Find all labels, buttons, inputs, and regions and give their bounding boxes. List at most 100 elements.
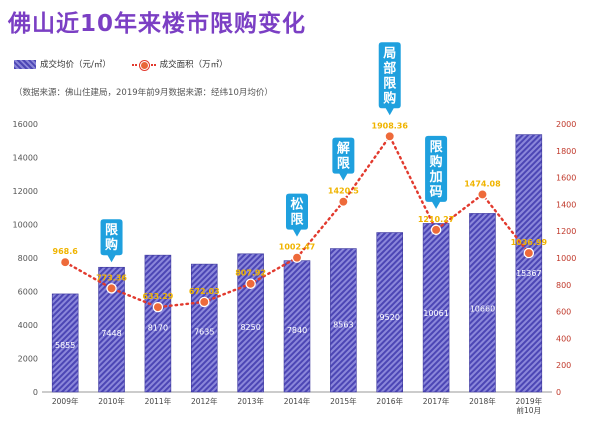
policy-callout-text: 解 <box>336 141 350 157</box>
policy-callout-text: 限 <box>430 140 444 155</box>
x-tick-label: 2019年 <box>516 396 543 406</box>
x-tick-label: 2014年 <box>284 396 311 406</box>
legend-bar-swatch <box>14 60 36 69</box>
bar-value-label: 8250 <box>240 323 260 332</box>
policy-callout-text: 购 <box>430 154 443 170</box>
area-point <box>477 189 488 200</box>
y-right-tick-label: 1800 <box>556 147 576 156</box>
policy-callout-text: 局 <box>383 46 396 61</box>
policy-callout <box>100 219 123 263</box>
y-right-tick-label: 200 <box>556 361 571 370</box>
bar-value-label: 7635 <box>194 327 214 336</box>
y-left-tick-label: 2000 <box>18 355 38 364</box>
area-value-label: 1908.36 <box>372 121 409 130</box>
policy-callout <box>378 42 401 116</box>
y-left-tick-label: 10000 <box>13 221 38 230</box>
policy-callout <box>425 135 448 209</box>
area-value-label: 968.6 <box>53 247 79 256</box>
x-tick-label: 2009年 <box>52 396 79 406</box>
bar-value-label: 10660 <box>470 305 495 314</box>
area-point <box>152 301 164 313</box>
bar-value-label: 9520 <box>380 313 400 322</box>
bar <box>283 260 311 393</box>
area-point <box>59 256 71 268</box>
y-left-tick-label: 8000 <box>18 254 38 263</box>
x-tick-label: 2017年 <box>423 396 450 406</box>
legend: 成交均价（元/㎡） 成交面积（万㎡） <box>14 58 246 70</box>
area-value-label: 672.03 <box>189 287 220 296</box>
legend-price-label: 成交均价（元/㎡） <box>40 60 111 70</box>
y-right-tick-label: 600 <box>556 308 571 317</box>
x-tick-label: 2011年 <box>145 396 172 406</box>
area-point <box>523 247 535 259</box>
bar-value-label: 7448 <box>101 329 121 338</box>
bar <box>51 293 79 393</box>
x-tick-label: 2013年 <box>237 396 264 406</box>
policy-callout-text: 码 <box>430 185 443 200</box>
chart-title: 佛山近10年来楼市限购变化 <box>8 11 307 37</box>
x-tick-label: 2018年 <box>469 396 496 406</box>
bar-value-label: 8170 <box>148 323 168 332</box>
legend-item-area: 成交面积（万㎡） <box>131 58 228 70</box>
policy-callout-text: 限 <box>337 157 351 172</box>
area-value-label: 1036.99 <box>511 238 548 247</box>
x-tick-label: 前10月 <box>517 405 542 415</box>
y-right-tick-label: 1600 <box>556 174 576 183</box>
bar-value-label: 5855 <box>55 341 75 350</box>
bar-value-label: 7840 <box>287 326 307 335</box>
bar <box>376 232 404 393</box>
bar-value-label: 8563 <box>333 320 353 329</box>
data-source-note: （数据来源：佛山住建局，2019年前9月数据来源：经纬10月均价） <box>14 88 273 98</box>
y-right-tick-label: 1400 <box>556 200 576 209</box>
area-value-label: 633.29 <box>142 292 173 301</box>
y-left-tick-label: 0 <box>33 388 38 397</box>
y-right-tick-label: 400 <box>556 334 571 343</box>
area-point <box>338 196 349 207</box>
policy-callout-text: 限 <box>383 76 397 91</box>
legend-area-label: 成交面积（万㎡） <box>159 60 228 70</box>
policy-callout-text: 部 <box>383 60 396 76</box>
area-value-label: 1474.08 <box>464 179 501 188</box>
x-tick-label: 2015年 <box>330 396 357 406</box>
area-value-label: 1420.5 <box>328 187 359 196</box>
y-right-tick-label: 2000 <box>556 120 576 129</box>
y-right-tick-label: 800 <box>556 281 571 290</box>
bar <box>515 134 543 393</box>
policy-callout-text: 购 <box>105 237 118 253</box>
bar <box>469 213 496 393</box>
policy-callout-text: 限 <box>105 223 119 238</box>
policy-callout-text: 限 <box>290 213 304 228</box>
x-tick-label: 2016年 <box>376 396 403 406</box>
area-point <box>106 283 117 294</box>
area-value-label: 1210.27 <box>418 215 454 224</box>
area-point <box>384 131 395 142</box>
y-left-tick-label: 16000 <box>13 120 38 129</box>
area-point <box>245 278 256 289</box>
y-right-tick-label: 1200 <box>556 227 576 236</box>
y-left-tick-label: 12000 <box>13 187 38 196</box>
policy-callout-text: 松 <box>290 197 303 213</box>
policy-callout-text: 购 <box>383 90 396 106</box>
policy-callout <box>286 193 308 237</box>
bar <box>237 253 264 393</box>
legend-line-swatch <box>131 60 156 70</box>
bar-value-label: 10061 <box>423 309 448 318</box>
y-left-tick-label: 6000 <box>18 288 38 297</box>
y-left-tick-label: 14000 <box>13 154 38 163</box>
area-value-label: 773.36 <box>96 273 127 282</box>
x-tick-label: 2012年 <box>191 396 218 406</box>
bar <box>144 254 172 393</box>
x-tick-label: 2010年 <box>98 396 125 406</box>
bar-value-label: 15367 <box>516 269 541 278</box>
policy-callout <box>332 137 355 181</box>
policy-callout-text: 加 <box>429 170 443 185</box>
bar <box>190 263 218 393</box>
legend-item-price: 成交均价（元/㎡） <box>14 58 111 70</box>
bar <box>330 248 357 393</box>
y-right-tick-label: 0 <box>556 388 561 397</box>
y-left-tick-label: 4000 <box>18 321 38 330</box>
y-right-tick-label: 1000 <box>556 254 576 263</box>
area-value-label: 1002.47 <box>279 243 315 252</box>
area-point <box>291 252 303 263</box>
